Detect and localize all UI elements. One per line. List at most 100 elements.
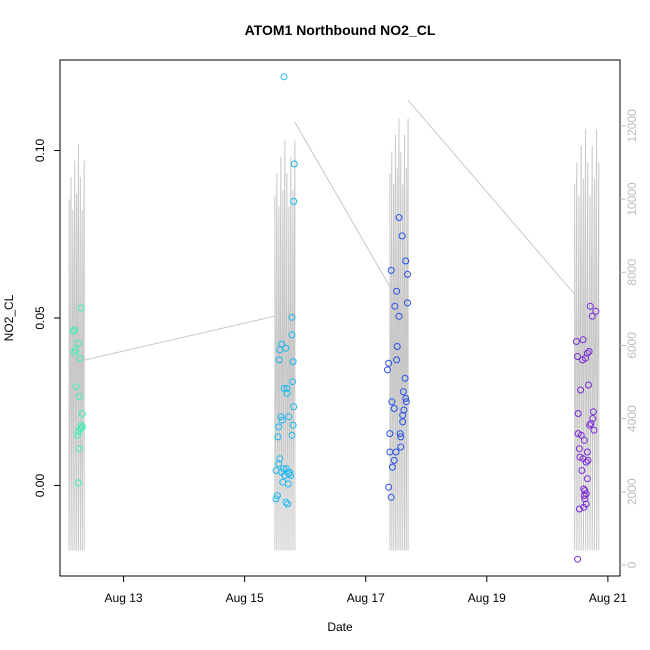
x-tick-label: Aug 15 [226, 591, 264, 605]
data-point [283, 384, 291, 392]
secondary-y-axis: 0 2000 4000 6000 8000 10000 12000 [620, 109, 639, 568]
data-point [284, 480, 292, 488]
x-axis-label: Date [327, 620, 353, 634]
data-point [289, 421, 297, 429]
data-point [592, 307, 600, 315]
data-point [275, 356, 283, 364]
y-axis-label: NO2_CL [2, 294, 16, 341]
data-point [572, 338, 580, 345]
data-point [387, 493, 395, 501]
data-point [274, 433, 282, 441]
data-point [280, 384, 288, 392]
data-point [74, 339, 82, 347]
data-point [583, 475, 591, 483]
data-point [399, 411, 407, 419]
data-point [74, 431, 82, 439]
data-point [582, 354, 589, 362]
data-point [400, 406, 408, 414]
data-point [282, 498, 290, 506]
data-point [402, 394, 410, 402]
data-point [77, 304, 85, 312]
data-point [393, 287, 401, 295]
data-point [398, 232, 406, 240]
data-point [590, 426, 598, 434]
y2-tick-label: 0 [625, 561, 639, 568]
x-tick-label: Aug 17 [347, 591, 385, 605]
data-point [275, 423, 283, 431]
x-tick-label: Aug 19 [468, 591, 506, 605]
data-point [395, 214, 403, 221]
data-point [586, 421, 594, 429]
data-point [577, 431, 585, 439]
data-point [71, 348, 78, 356]
data-point [74, 428, 82, 436]
secondary-connector-line [407, 99, 575, 295]
data-point [283, 389, 291, 397]
data-point [384, 366, 391, 374]
data-point [289, 358, 297, 366]
data-point [285, 413, 293, 421]
data-point [586, 302, 594, 310]
data-point [575, 505, 583, 513]
secondary-connector-line [84, 315, 276, 361]
data-point [575, 445, 583, 453]
data-point [585, 381, 592, 389]
data-point [588, 312, 596, 320]
data-point [401, 374, 409, 382]
data-point [393, 343, 401, 350]
data-point [397, 443, 405, 451]
data-point [288, 313, 296, 321]
data-point [574, 555, 582, 563]
y-axis: 0.00 0.05 0.10 [33, 138, 60, 497]
data-point [390, 456, 398, 464]
data-point [577, 386, 585, 394]
data-point [395, 312, 403, 320]
data-point [74, 479, 82, 487]
data-point [280, 73, 288, 81]
data-point [404, 299, 411, 307]
y-tick-label: 0.10 [33, 138, 47, 162]
y2-tick-label: 12000 [625, 109, 639, 143]
data-point [272, 495, 280, 503]
data-point [285, 470, 293, 478]
data-point [288, 431, 296, 439]
data-point [75, 445, 83, 453]
secondary-burst-line [68, 144, 85, 551]
data-point [585, 348, 593, 355]
data-point [393, 356, 401, 364]
data-point [284, 500, 292, 508]
data-point [71, 326, 78, 334]
data-point [72, 383, 80, 391]
data-point [402, 398, 410, 406]
plot-frame [59, 59, 621, 577]
secondary-burst-line [574, 129, 600, 551]
scatter-group-4 [572, 302, 600, 563]
data-point [288, 331, 296, 339]
data-point [574, 353, 582, 360]
scatter-points-layer [69, 73, 600, 563]
data-point [386, 430, 394, 438]
data-point [404, 270, 411, 278]
data-point [390, 405, 398, 412]
y-tick-label: 0.05 [33, 306, 47, 330]
data-point [78, 410, 86, 417]
y2-tick-label: 2000 [625, 478, 639, 505]
data-point [273, 492, 281, 500]
data-point [581, 487, 589, 495]
secondary-series-layer [68, 99, 600, 551]
data-point [290, 197, 298, 205]
data-point [584, 456, 592, 464]
y2-tick-label: 10000 [625, 182, 639, 216]
scatter-group-1 [69, 304, 86, 487]
x-tick-label: Aug 13 [105, 591, 143, 605]
data-point [582, 458, 590, 466]
data-point [391, 302, 399, 310]
data-point [290, 160, 298, 168]
data-point [392, 448, 400, 456]
data-point [278, 416, 286, 424]
data-point [290, 403, 298, 411]
data-point [580, 492, 588, 500]
scatter-group-3 [384, 214, 411, 501]
data-point [402, 257, 410, 265]
data-point [289, 378, 296, 386]
